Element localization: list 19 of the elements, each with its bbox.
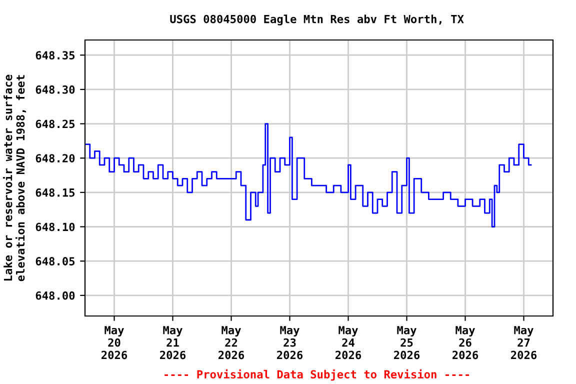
x-tick-label: May 20 2026 <box>101 326 128 360</box>
y-tick-label: 648.35 <box>36 51 75 60</box>
x-tick-label: May 21 2026 <box>160 326 186 360</box>
x-tick-label: May 25 2026 <box>394 326 420 360</box>
y-tick-label: 648.15 <box>36 188 75 197</box>
x-tick-label: May 27 2026 <box>510 326 537 360</box>
chart-title: USGS 08045000 Eagle Mtn Res abv Ft Worth, TX <box>170 14 464 26</box>
x-tick-label: May 26 2026 <box>452 326 478 360</box>
y-tick-label: 648.30 <box>36 85 75 94</box>
y-tick-label: 648.25 <box>36 120 75 128</box>
y-tick-label: 648.00 <box>36 291 75 300</box>
y-tick-label: 648.20 <box>36 154 75 162</box>
y-tick-label: 648.05 <box>36 257 75 266</box>
x-tick-label: May 23 2026 <box>276 326 303 360</box>
y-axis-title: Lake or reservoir water surface elevation above NAVD 1988, feet <box>3 74 26 282</box>
x-tick-label: May 24 2026 <box>335 326 362 360</box>
y-tick-label: 648.10 <box>36 222 75 232</box>
text: ---- Provisional Data Subject to Revision ---- <box>164 369 470 381</box>
x-tick-label: May 22 2026 <box>218 326 244 360</box>
